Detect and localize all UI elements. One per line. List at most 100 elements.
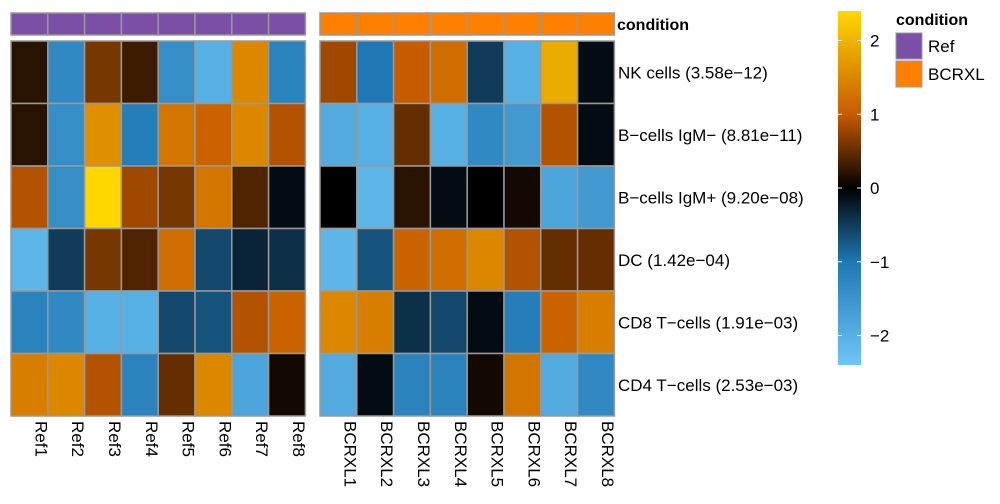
heatmap-cell: [231, 165, 270, 230]
heatmap-cell: [319, 227, 358, 292]
heatmap-cell: [267, 40, 307, 105]
heatmap-cell: [194, 352, 233, 417]
annotation-cell-Ref2: [47, 12, 86, 36]
heatmap-cell: [429, 290, 468, 355]
annotation-cell-Ref4: [120, 12, 159, 36]
heatmap-cell: [540, 165, 579, 230]
legend-title: condition: [896, 12, 968, 29]
heatmap-cell: [576, 290, 616, 355]
annotation-cell-Ref7: [231, 12, 270, 36]
heatmap-cell: [503, 165, 542, 230]
column-label: Ref1: [31, 421, 50, 457]
colorbar-tick-label: 2: [870, 32, 879, 51]
heatmap-cell: [10, 102, 49, 167]
heatmap-cell: [83, 102, 123, 167]
heatmap-cell: [83, 165, 123, 230]
heatmap-cell: [356, 102, 395, 167]
annotation-cell-BCRXL8: [576, 12, 616, 36]
heatmap-cell: [194, 40, 233, 105]
colorbar-tick-label: 0: [870, 179, 879, 198]
legend-label: Ref: [928, 37, 955, 56]
heatmap-cell: [47, 40, 86, 105]
heatmap-cell: [194, 165, 233, 230]
heatmap-cell: [466, 40, 505, 105]
annotation-cell-Ref5: [157, 12, 196, 36]
heatmap-cell: [319, 290, 358, 355]
heatmap-cell: [83, 352, 123, 417]
heatmap-cell: [157, 352, 196, 417]
annotation-cell-BCRXL3: [392, 12, 432, 36]
heatmap-cell: [120, 227, 159, 292]
heatmap-cell: [429, 102, 468, 167]
legend-label: BCRXL: [928, 65, 985, 84]
column-label: Ref8: [289, 421, 308, 457]
heatmap-cell: [231, 40, 270, 105]
column-label: Ref2: [68, 421, 87, 457]
heatmap-cell: [120, 290, 159, 355]
column-label: BCRXL1: [340, 421, 359, 487]
heatmap-cell: [157, 102, 196, 167]
colorbar: [838, 11, 861, 365]
heatmap-cell: [576, 227, 616, 292]
heatmap-cell: [356, 165, 395, 230]
heatmap-cell: [356, 40, 395, 105]
heatmap-cell: [429, 227, 468, 292]
heatmap-cell: [83, 290, 123, 355]
heatmap-cell: [47, 352, 86, 417]
heatmap-cell: [503, 290, 542, 355]
annotation-cell-Ref3: [83, 12, 123, 36]
heatmap-cell: [503, 102, 542, 167]
column-label: Ref6: [215, 421, 234, 457]
heatmap-cell: [10, 290, 49, 355]
column-label: Ref7: [252, 421, 271, 457]
annotation-cell-BCRXL7: [540, 12, 579, 36]
heatmap-cell: [576, 40, 616, 105]
column-label: Ref5: [179, 421, 198, 457]
heatmap-cell: [429, 352, 468, 417]
annotation-cell-BCRXL4: [429, 12, 468, 36]
annotation-cell-BCRXL5: [466, 12, 505, 36]
heatmap-cell: [392, 227, 432, 292]
heatmap-cell: [157, 40, 196, 105]
heatmap-cell: [356, 290, 395, 355]
heatmap-cell: [392, 290, 432, 355]
colorbar-tick-label: 1: [870, 105, 879, 124]
heatmap-cell: [10, 165, 49, 230]
heatmap-cell: [466, 165, 505, 230]
heatmap-cell: [392, 165, 432, 230]
heatmap-cell: [319, 40, 358, 105]
row-label: CD8 T−cells (1.91e−03): [618, 313, 798, 332]
heatmap-cell: [83, 227, 123, 292]
column-label: BCRXL2: [377, 421, 396, 487]
heatmap-cell: [231, 227, 270, 292]
heatmap-cell: [429, 165, 468, 230]
heatmap-cell: [47, 165, 86, 230]
heatmap-cell: [576, 352, 616, 417]
annotation-cell-Ref1: [10, 12, 49, 36]
heatmap-cell: [392, 102, 432, 167]
legend-swatch-BCRXL: [895, 60, 923, 88]
column-label: BCRXL3: [414, 421, 433, 487]
heatmap-cell: [319, 165, 358, 230]
annotation-cell-BCRXL2: [356, 12, 395, 36]
heatmap-cell: [47, 102, 86, 167]
heatmap-cell: [392, 352, 432, 417]
heatmap-cell: [120, 352, 159, 417]
heatmap-cell: [47, 290, 86, 355]
annotation-cell-Ref8: [267, 12, 307, 36]
heatmap-cell: [267, 227, 307, 292]
row-label: B−cells IgM− (8.81e−11): [618, 126, 802, 145]
heatmap-cell: [47, 227, 86, 292]
heatmap-cell: [267, 290, 307, 355]
colorbar-tick-label: −1: [870, 253, 889, 272]
heatmap-cell: [540, 227, 579, 292]
heatmap-cell: [540, 352, 579, 417]
heatmap-cell: [540, 102, 579, 167]
row-label: DC (1.42e−04): [618, 251, 730, 270]
heatmap-cell: [194, 102, 233, 167]
heatmap-cell: [503, 40, 542, 105]
legend-swatch-Ref: [895, 32, 923, 60]
column-label: Ref4: [142, 421, 161, 457]
heatmap-cell: [10, 352, 49, 417]
